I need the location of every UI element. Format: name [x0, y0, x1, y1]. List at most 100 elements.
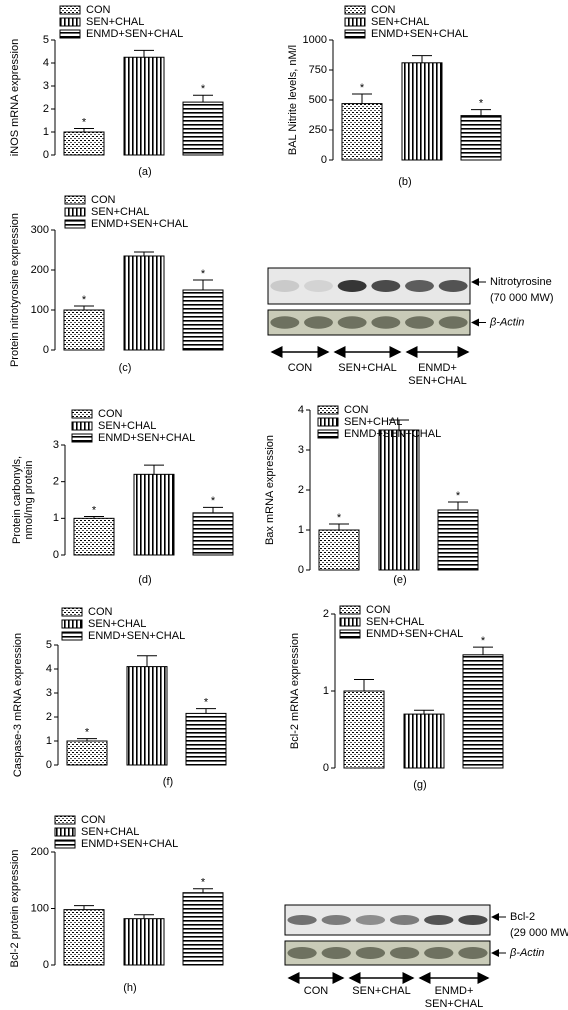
error-bar [134, 914, 154, 919]
y-tick-label: 4 [46, 663, 52, 675]
y-tick-label: 300 [31, 224, 49, 236]
y-tick-label: 750 [309, 64, 327, 76]
bar [460, 115, 502, 161]
legend-swatch [54, 839, 76, 849]
y-tick-label: 1 [53, 512, 59, 524]
panel-label: (h) [123, 982, 136, 994]
legend-label: SEN+CHAL [86, 16, 144, 28]
error-bar [193, 94, 213, 103]
y-tick-label: 3 [298, 444, 304, 456]
error-bar [329, 523, 349, 530]
y-tick-label: 500 [309, 94, 327, 106]
y-tick-label: 2 [43, 103, 49, 115]
bar [123, 56, 165, 156]
y-tick-label: 5 [43, 34, 49, 46]
error-bar [448, 501, 468, 510]
y-tick-label: 3 [43, 80, 49, 92]
y-tick-label: 1000 [303, 34, 327, 46]
blot-band [304, 280, 333, 292]
legend-swatch [71, 433, 93, 443]
y-axis-title: Bcl-2 mRNA expression [289, 633, 301, 749]
legend-swatch [344, 5, 366, 15]
error-bar [144, 464, 164, 475]
y-tick-label: 3 [53, 439, 59, 451]
blot-band [405, 280, 434, 292]
error-bar [74, 128, 94, 132]
error-bar [414, 709, 434, 715]
blot-band [355, 915, 386, 925]
error-bar [473, 646, 493, 655]
y-tick-label: 0 [46, 759, 52, 771]
bar [63, 909, 105, 966]
legend-label: CON [366, 604, 391, 616]
bar [133, 473, 175, 556]
bar [182, 101, 224, 156]
blot-band [355, 947, 386, 959]
legend-label: CON [81, 814, 106, 826]
y-axis-title: Protein carbonyls, [11, 456, 23, 544]
significance-mark: * [82, 294, 87, 306]
panel-label: (a) [138, 166, 151, 178]
y-tick-label: 0 [53, 549, 59, 561]
error-bar [352, 93, 372, 104]
legend-label: SEN+CHAL [98, 420, 156, 432]
blot-band [389, 915, 420, 925]
legend-swatch [317, 417, 339, 427]
y-tick-label: 200 [31, 846, 49, 858]
y-tick-label: 200 [31, 264, 49, 276]
blot-band [337, 316, 367, 329]
significance-mark: * [201, 877, 206, 889]
bar [401, 62, 443, 161]
error-bar [193, 888, 213, 893]
bar [182, 289, 224, 351]
y-tick-label: 0 [43, 959, 49, 971]
western-blot [284, 904, 491, 966]
y-tick-label: 1 [43, 126, 49, 138]
y-tick-label: 5 [46, 639, 52, 651]
blot-band [438, 316, 468, 329]
blot-band [458, 947, 488, 959]
blot-membrane [284, 940, 491, 966]
legend-swatch [317, 405, 339, 415]
blot-band [458, 915, 488, 925]
blot-band [337, 280, 367, 292]
bar [341, 103, 383, 161]
legend-label: CON [91, 194, 116, 206]
group-label: ENMD+ [418, 362, 457, 374]
bar [123, 918, 165, 966]
error-bar [134, 49, 154, 58]
bar [123, 255, 165, 351]
error-bar [137, 655, 157, 667]
y-tick-label: 2 [298, 484, 304, 496]
group-label: CON [304, 985, 329, 997]
y-axis-title: Bax mRNA expression [264, 435, 276, 545]
bar [182, 892, 224, 966]
y-tick-label: 0 [43, 344, 49, 356]
legend-label: CON [344, 404, 369, 416]
legend-label: SEN+CHAL [88, 618, 146, 630]
significance-mark: * [82, 116, 87, 128]
legend-swatch [59, 17, 81, 27]
legend-label: SEN+CHAL [371, 16, 429, 28]
legend-swatch [344, 17, 366, 27]
y-tick-label: 2 [46, 711, 52, 723]
blot-mw-label: (29 000 MW) [510, 927, 568, 939]
panel-label: (e) [393, 574, 406, 586]
y-tick-label: 250 [309, 124, 327, 136]
legend-swatch [64, 195, 86, 205]
error-bar [74, 305, 94, 310]
error-bar [354, 678, 374, 691]
y-axis-title: Bcl-2 protein expression [9, 849, 21, 967]
bar [378, 429, 420, 571]
bar [185, 712, 227, 766]
legend-swatch [54, 815, 76, 825]
blot-band [321, 915, 351, 925]
blot-membrane [284, 904, 491, 936]
bar [73, 517, 115, 556]
bar [462, 654, 504, 769]
y-tick-label: 0 [43, 149, 49, 161]
significance-mark: * [360, 82, 365, 94]
blot-band [371, 280, 401, 292]
group-label: SEN+CHAL [352, 985, 410, 997]
